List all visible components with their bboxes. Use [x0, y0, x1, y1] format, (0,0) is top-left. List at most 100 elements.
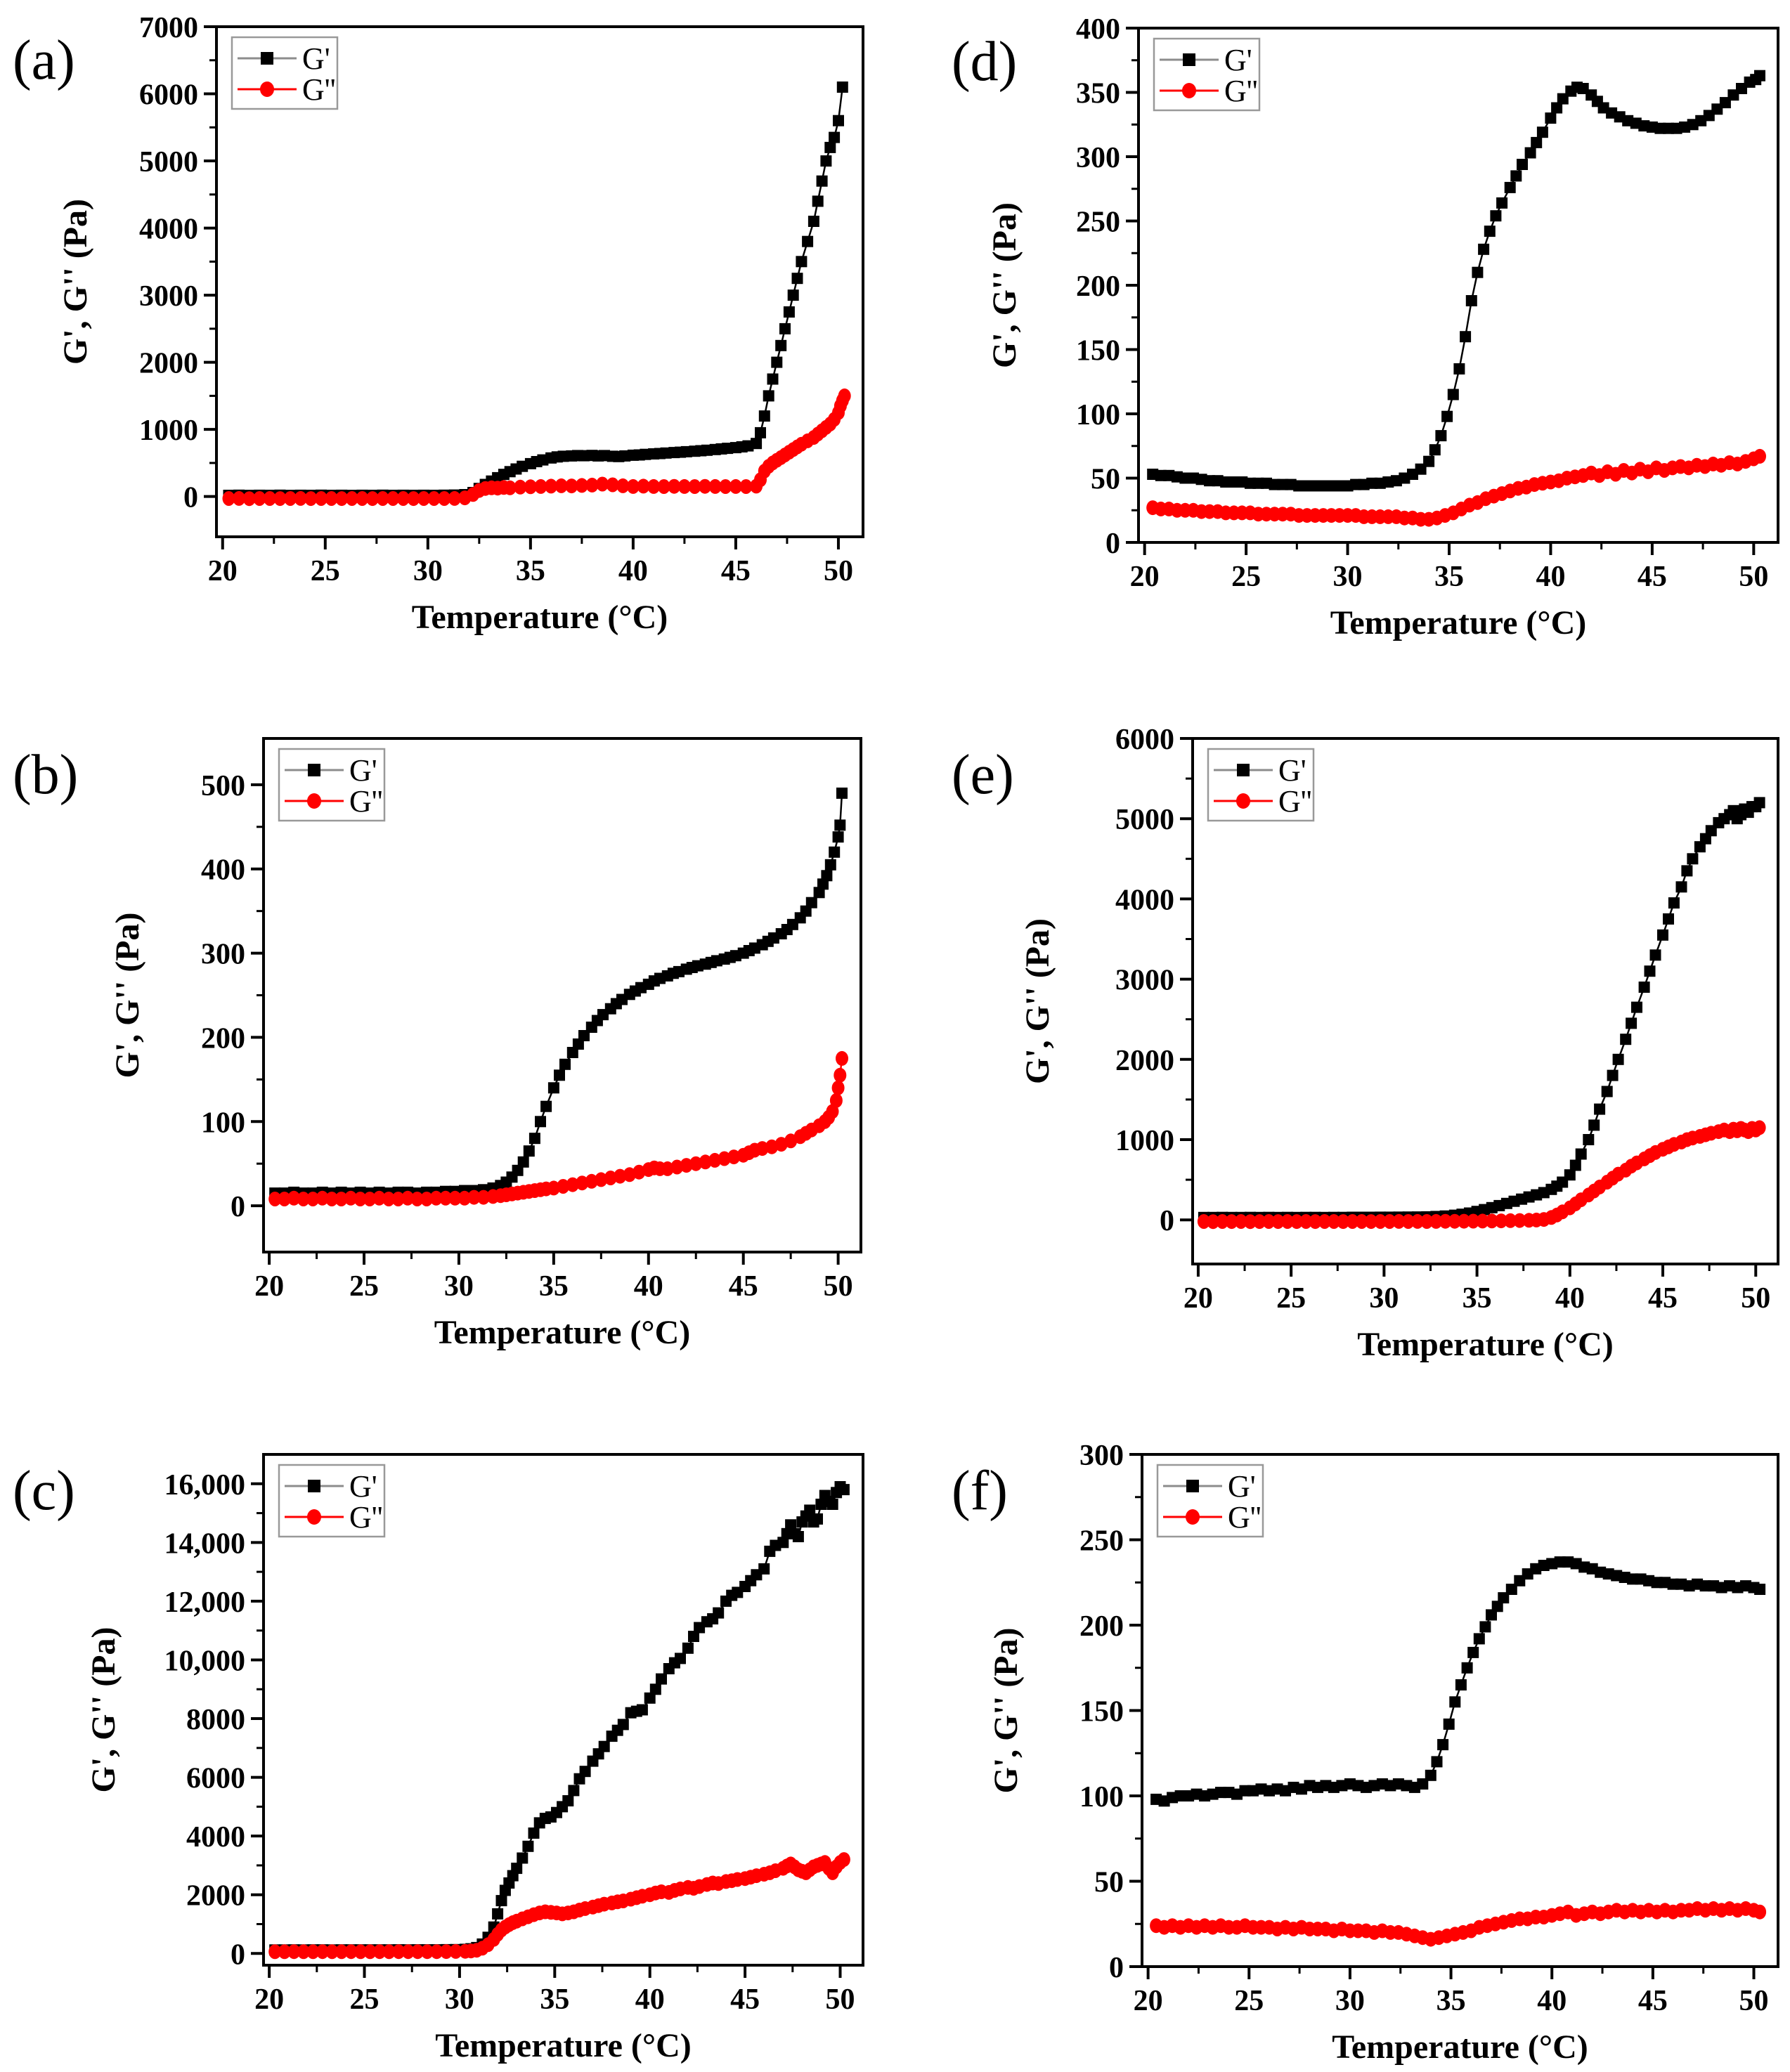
legend: G'G''	[1156, 1464, 1264, 1538]
x-tick-label: 45	[1637, 561, 1667, 593]
panel-letter: (a)	[13, 30, 75, 91]
x-tick-label: 20	[1130, 561, 1160, 593]
series-g-double-prime	[268, 1050, 848, 1206]
legend-label: G''	[302, 72, 336, 107]
x-tick-label: 40	[1537, 1985, 1567, 2017]
x-tick-label: 35	[539, 1270, 569, 1303]
y-axis: 0 2000 4000 6000 8000 10,000 12,000 14,000 16,00…	[85, 1469, 264, 1971]
panel-c: (c) 20 25 30 35 40 45 50 Temperature (°C) 0 2000 40…	[0, 1381, 895, 2072]
plot-frame	[1191, 737, 1779, 1265]
y-tick-label: 5000	[139, 146, 198, 178]
y-tick-label: 5000	[1115, 804, 1174, 836]
y-tick-label: 7000	[139, 12, 198, 44]
x-tick-label: 50	[824, 555, 853, 587]
y-axis-title: G', G'' (Pa)	[1019, 918, 1056, 1084]
y-tick-label: 10,000	[164, 1645, 246, 1677]
y-tick-label: 0	[1160, 1205, 1174, 1237]
y-axis: 0 1000 2000 3000 4000 5000 6000 7000 G', G'' (Pa…	[57, 12, 216, 514]
y-tick-label: 6000	[186, 1763, 245, 1795]
x-tick-label: 35	[516, 555, 545, 587]
y-tick-label: 2000	[139, 348, 198, 380]
panel-letter: (d)	[952, 31, 1017, 93]
panel-letter: (b)	[13, 744, 78, 806]
y-axis: 0 100 200 300 400 500 G', G'' (Pa)	[109, 770, 264, 1223]
x-tick-label: 45	[730, 1983, 760, 2016]
x-tick-label: 30	[444, 1270, 474, 1303]
x-tick-label: 45	[721, 555, 751, 587]
panel-e: (e) 20 25 30 35 40 45 50 Temperature (°C) 0 1000 20…	[895, 691, 1790, 1381]
y-axis-title: G', G'' (Pa)	[987, 1628, 1025, 1794]
legend-label: G''	[1224, 74, 1258, 108]
legend-label: G'	[349, 753, 377, 788]
x-tick-label: 40	[1536, 561, 1565, 593]
y-tick-label: 6000	[1115, 724, 1174, 756]
series-g-prime	[269, 787, 848, 1199]
legend: G'G''	[1153, 37, 1261, 112]
legend-label: G'	[1228, 1469, 1256, 1504]
legend-label: G''	[1278, 784, 1312, 819]
panel-b: (b) 20 25 30 35 40 45 50 Temperature (°C) 0 100 200…	[0, 691, 895, 1381]
legend-label: G'	[302, 41, 330, 76]
y-tick-label: 0	[183, 482, 198, 514]
x-tick-label: 30	[1333, 561, 1363, 593]
x-tick-label: 20	[208, 555, 238, 587]
y-tick-label: 250	[1076, 207, 1120, 239]
x-axis-title: Temperature (°C)	[435, 2027, 691, 2064]
x-tick-label: 35	[540, 1983, 569, 2016]
x-axis: 20 25 30 35 40 45 50 Temperature (°C)	[1130, 542, 1768, 641]
y-axis: 0 1000 2000 3000 4000 5000 6000 G', G'' (Pa)	[1019, 724, 1193, 1237]
y-tick-label: 100	[201, 1107, 245, 1139]
y-tick-label: 6000	[139, 79, 198, 112]
y-tick-label: 4000	[1115, 884, 1174, 916]
x-tick-label: 20	[254, 1270, 284, 1303]
y-tick-label: 300	[201, 939, 245, 971]
y-tick-label: 50	[1094, 1867, 1124, 1899]
chart-a: (a) 20 25 30 35 40 45 50 Temperature (°C) 0 1000 20…	[13, 12, 864, 636]
y-tick-label: 350	[1076, 78, 1120, 110]
legend-box	[231, 36, 339, 110]
legend: G'G''	[1207, 748, 1315, 822]
x-tick-label: 30	[1369, 1282, 1399, 1315]
series-g-double-prime	[268, 1852, 850, 1960]
series-g-double-prime	[1146, 448, 1766, 527]
y-tick-label: 2000	[186, 1880, 245, 1913]
x-tick-label: 50	[826, 1983, 855, 2016]
y-tick-label: 2000	[1115, 1045, 1174, 1077]
x-axis-title: Temperature (°C)	[412, 599, 668, 636]
panel-letter: (f)	[952, 1460, 1008, 1522]
series-g-double-prime	[222, 388, 851, 507]
legend: G'G''	[278, 1464, 386, 1538]
y-axis: 0 50 100 150 200 250 300 G', G'' (Pa)	[987, 1440, 1142, 1984]
y-tick-label: 100	[1076, 399, 1120, 431]
legend-box	[1156, 1464, 1264, 1538]
y-axis: 0 50 100 150 200 250 300 350 400 G', G'' (Pa)	[986, 13, 1139, 560]
x-tick-label: 25	[1234, 1985, 1264, 2017]
chart-d: (d) 20 25 30 35 40 45 50 Temperature (°C) 0 50 100 1…	[952, 13, 1779, 641]
x-axis: 20 25 30 35 40 45 50 Temperature (°C)	[1183, 1264, 1770, 1363]
x-axis-title: Temperature (°C)	[1332, 2028, 1588, 2066]
y-tick-label: 200	[201, 1022, 245, 1055]
y-axis-title: G', G'' (Pa)	[57, 199, 94, 365]
panel-letter: (e)	[952, 744, 1014, 806]
series-g-double-prime	[1197, 1120, 1766, 1230]
y-tick-label: 200	[1079, 1610, 1124, 1643]
x-tick-label: 35	[1436, 1985, 1466, 2017]
panel-d: (d) 20 25 30 35 40 45 50 Temperature (°C) 0 50 100 1…	[895, 0, 1790, 691]
y-tick-label: 400	[201, 854, 245, 887]
plot-frame	[262, 1453, 864, 1967]
series-g-prime	[1150, 1556, 1766, 1807]
x-tick-label: 45	[1638, 1985, 1668, 2017]
y-tick-label: 300	[1076, 142, 1120, 174]
y-tick-label: 4000	[139, 214, 198, 246]
x-tick-label: 30	[413, 555, 443, 587]
y-tick-label: 150	[1076, 335, 1120, 367]
y-tick-label: 150	[1079, 1696, 1124, 1728]
chart-b: (b) 20 25 30 35 40 45 50 Temperature (°C) 0 100 200…	[13, 737, 862, 1351]
x-axis: 20 25 30 35 40 45 50 Temperature (°C)	[208, 537, 853, 636]
series-g-double-prime	[1150, 1901, 1767, 1947]
legend: G'G''	[278, 748, 386, 822]
legend-box	[278, 1464, 386, 1538]
x-tick-label: 30	[1335, 1985, 1365, 2017]
x-axis-title: Temperature (°C)	[434, 1314, 690, 1351]
